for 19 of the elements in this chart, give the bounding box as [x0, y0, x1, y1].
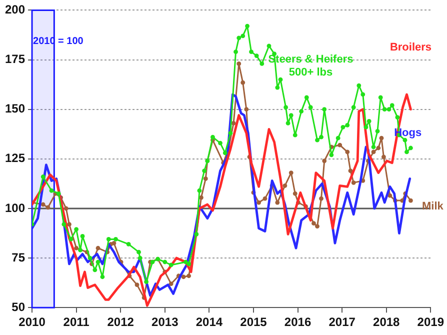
y-tick-label: 175	[4, 52, 26, 66]
y-tick-label: 200	[4, 2, 26, 17]
y-tick-label: 100	[4, 200, 26, 215]
x-tick-label: 2013	[152, 315, 179, 330]
x-tick-label: 2016	[284, 315, 312, 330]
series-label: Milk	[422, 200, 444, 213]
x-tick-label: 2019	[417, 315, 444, 330]
text: Broilers	[390, 41, 432, 54]
y-tick-label: 50	[12, 300, 26, 314]
x-tick-label: 2012	[107, 315, 134, 330]
x-tick-label: 2015	[240, 315, 268, 330]
x-tick-label: 2011	[63, 315, 90, 330]
x-tick-label: 2017	[328, 315, 356, 330]
x-tick-label: 2014	[196, 315, 223, 330]
x-tick-label: 2010	[18, 315, 46, 330]
y-tick-label: 75	[12, 250, 26, 264]
x-tick-label: 2018	[373, 315, 400, 330]
y-tick-label: 125	[4, 151, 26, 166]
y-tick-label: 150	[4, 102, 26, 116]
